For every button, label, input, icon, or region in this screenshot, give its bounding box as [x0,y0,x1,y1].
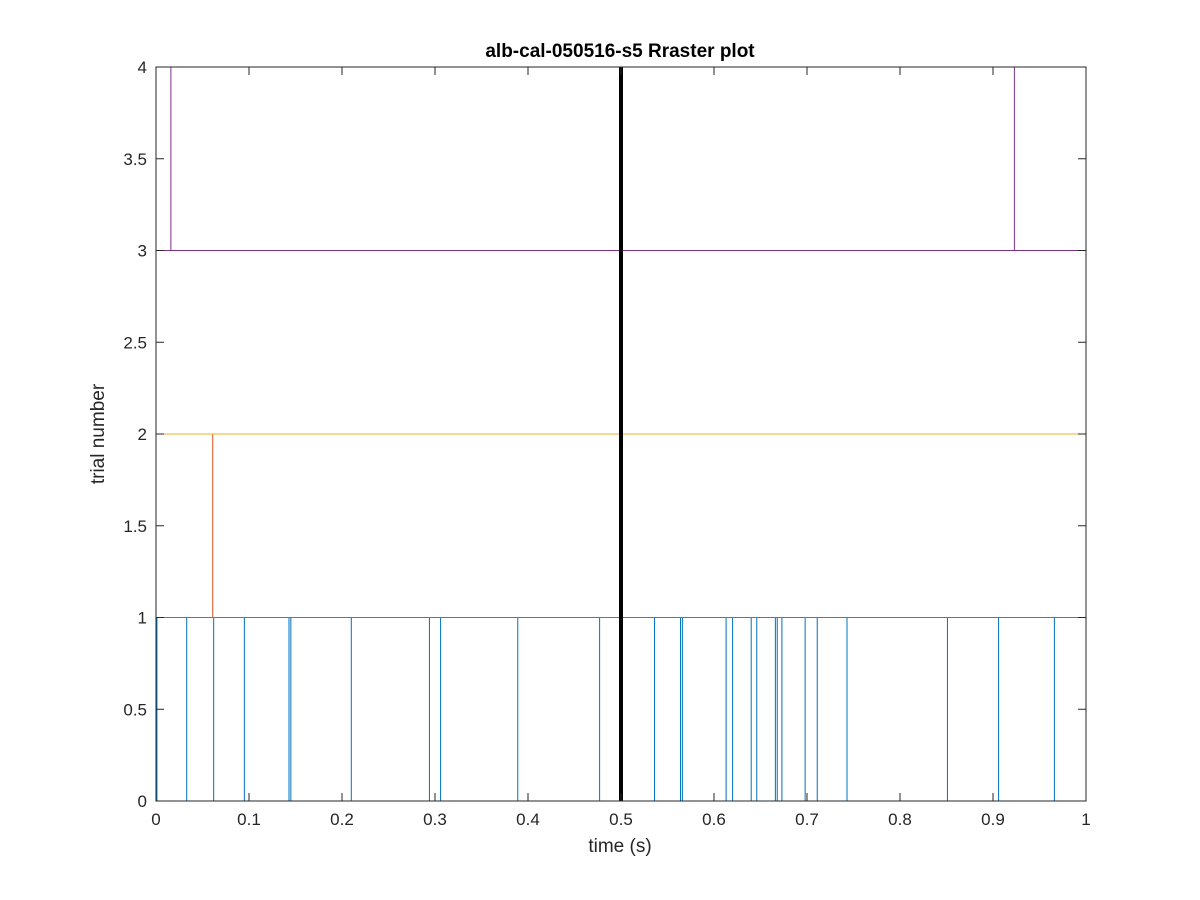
y-tick-label: 1.5 [123,517,147,536]
y-tick-label: 3.5 [123,150,147,169]
y-tick-label: 2 [138,425,147,444]
chart-title: alb-cal-050516-s5 Rraster plot [485,41,755,62]
y-tick-label: 2.5 [123,333,147,352]
x-tick-label: 0.1 [237,810,261,829]
x-tick-label: 0.2 [330,810,354,829]
y-tick-label: 3 [138,242,147,261]
plot-area [156,67,1086,802]
x-tick-label: 0 [151,810,160,829]
x-tick-label: 0.5 [609,810,633,829]
axes: 0 0.1 0.2 0.3 0.4 0.5 0.6 0.7 0.8 0.9 1 0 0.5 1 1.5 2 2.… [123,58,1090,829]
x-tick-label: 0.8 [888,810,912,829]
y-tick-label: 1 [138,609,147,628]
x-tick-label: 0.4 [516,810,540,829]
x-axis-label: time (s) [588,836,651,857]
x-tick-label: 0.7 [795,810,819,829]
y-axis-label: trial number [88,383,109,484]
y-tick-label: 0.5 [123,700,147,719]
x-tick-label: 0.3 [423,810,447,829]
x-tick-label: 1 [1081,810,1090,829]
y-tick-label: 0 [138,792,147,811]
series-0 [156,617,1086,802]
x-tick-label: 0.6 [702,810,726,829]
x-tick-label: 0.9 [981,810,1005,829]
y-tick-label: 4 [138,58,147,77]
